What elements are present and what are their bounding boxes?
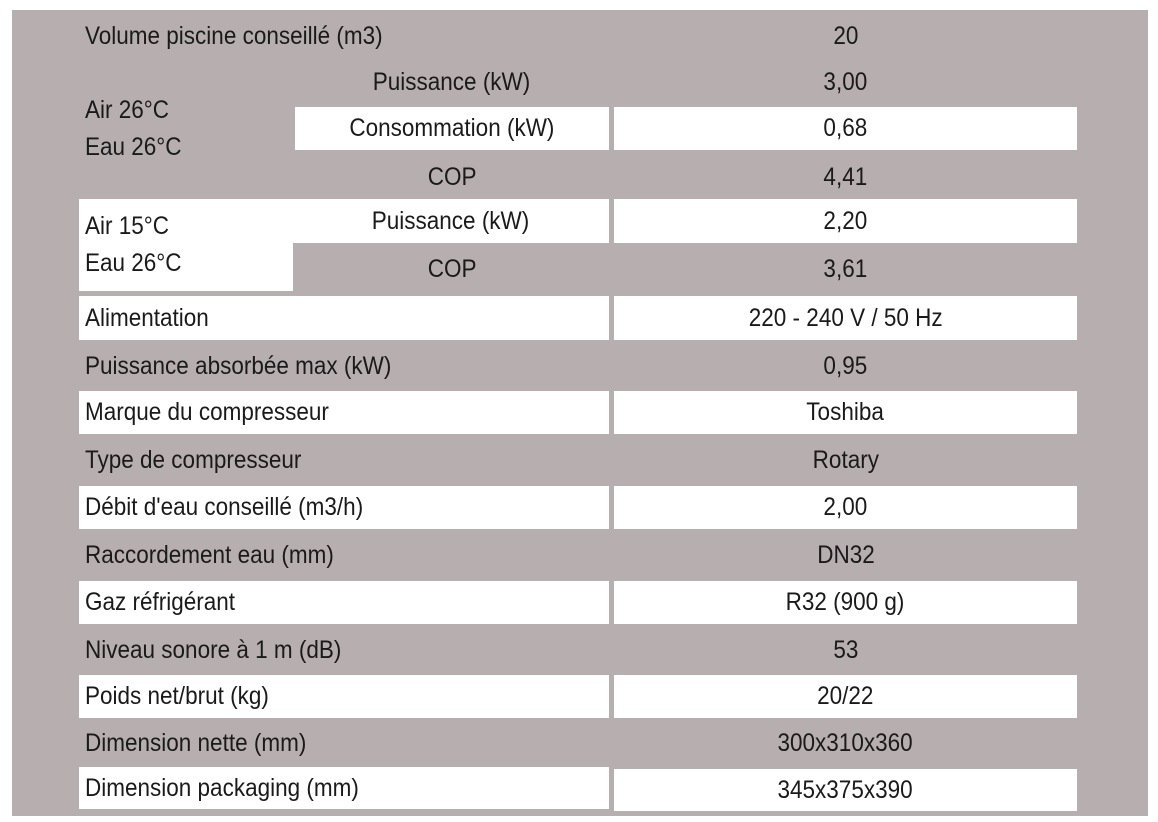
marque-label: Marque du compresseur [79,391,609,434]
cond1-consommation-value: 0,68 [614,107,1077,150]
cond1-consommation-label: Consommation (kW) [295,107,609,150]
cond2-cop-label: COP [427,254,477,283]
dim-pack-label: Dimension packaging (mm) [79,767,609,809]
dim-pack-value: 345x375x390 [614,769,1077,811]
debit-label: Débit d'eau conseillé (m3/h) [79,486,609,529]
puissance-max-value: 0,95 [823,351,868,380]
condition1-label: Air 26°C Eau 26°C [85,96,182,161]
alimentation-value: 220 - 240 V / 50 Hz [614,296,1077,340]
gaz-label: Gaz réfrigérant [79,581,609,624]
cond1-cop-label: COP [427,162,477,191]
dim-nette-value: 300x310x360 [777,728,914,757]
condition2-label: Air 15°C Eau 26°C [79,199,293,291]
poids-label: Poids net/brut (kg) [79,675,609,718]
raccordement-value: DN32 [816,540,875,569]
type-value: Rotary [812,445,879,474]
volume-label: Volume piscine conseillé (m3) [85,21,383,50]
alimentation-label: Alimentation [79,296,609,340]
puissance-max-label: Puissance absorbée max (kW) [85,351,392,380]
cond2-puissance-value: 2,20 [614,199,1077,243]
volume-value: 20 [832,21,859,50]
dim-nette-label: Dimension nette (mm) [85,728,307,757]
cond2-puissance-label: Puissance (kW) [293,199,609,243]
gaz-value: R32 (900 g) [614,581,1077,624]
cond2-cop-value: 3,61 [823,254,868,283]
cond1-puissance-label: Puissance (kW) [373,67,531,96]
raccordement-label: Raccordement eau (mm) [85,540,334,569]
marque-value: Toshiba [614,391,1077,434]
cond1-puissance-value: 3,00 [823,67,868,96]
niveau-label: Niveau sonore à 1 m (dB) [85,635,342,664]
niveau-value: 53 [832,635,859,664]
type-label: Type de compresseur [85,445,302,474]
debit-value: 2,00 [614,486,1077,529]
poids-value: 20/22 [614,675,1077,718]
cond1-cop-value: 4,41 [823,162,868,191]
